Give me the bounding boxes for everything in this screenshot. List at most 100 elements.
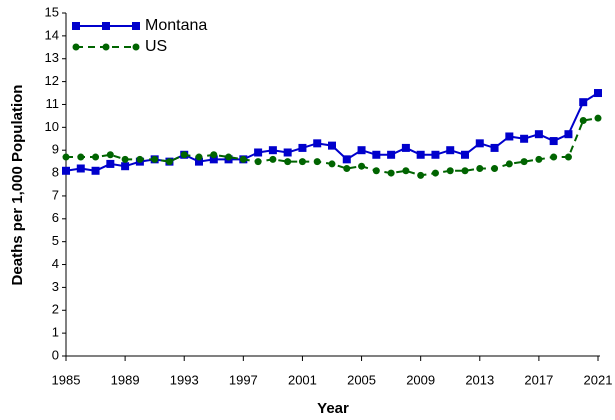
marker [564, 153, 572, 161]
marker [461, 150, 469, 159]
marker [313, 158, 321, 166]
marker [195, 157, 203, 166]
marker [62, 153, 70, 161]
marker [535, 155, 543, 163]
marker [209, 155, 218, 164]
x-tick-label: 1997 [229, 372, 258, 387]
marker [283, 148, 292, 157]
legend-marker [72, 22, 80, 30]
x-tick-label: 1985 [52, 372, 81, 387]
marker [505, 160, 513, 168]
marker [180, 151, 188, 159]
y-tick-label: 3 [52, 279, 59, 294]
marker [446, 167, 454, 175]
y-tick-label: 15 [45, 4, 59, 19]
marker [269, 155, 277, 163]
marker [431, 150, 440, 159]
marker [534, 130, 543, 139]
marker [210, 151, 218, 159]
x-tick-label: 2017 [524, 372, 553, 387]
marker [136, 155, 144, 163]
marker [239, 155, 247, 163]
marker [549, 137, 558, 146]
legend-label: US [145, 38, 167, 55]
y-tick-label: 14 [45, 27, 59, 42]
marker [254, 158, 262, 166]
marker [165, 158, 173, 166]
marker [357, 146, 366, 155]
marker [505, 132, 514, 141]
y-tick-label: 2 [52, 302, 59, 317]
marker [106, 151, 114, 159]
marker [461, 167, 469, 175]
marker [564, 130, 573, 139]
marker [401, 143, 410, 152]
marker [121, 155, 129, 163]
marker [298, 158, 306, 166]
y-tick-label: 9 [52, 142, 59, 157]
marker [594, 89, 602, 98]
marker [579, 116, 587, 124]
marker [313, 139, 322, 148]
marker [92, 153, 100, 161]
series-line [65, 92, 599, 172]
marker [151, 155, 159, 163]
x-tick-label: 2001 [288, 372, 317, 387]
marker [416, 150, 425, 159]
marker [254, 148, 263, 157]
legend-label: Montana [145, 17, 207, 34]
legend-marker [132, 22, 140, 30]
legend-marker [72, 43, 80, 51]
marker [372, 167, 380, 175]
marker [475, 139, 484, 148]
x-tick-label: 2021 [584, 372, 613, 387]
marker [328, 141, 336, 150]
marker [91, 166, 100, 175]
y-tick-label: 1 [52, 325, 59, 340]
y-tick-label: 8 [52, 165, 59, 180]
x-tick-label: 1993 [170, 372, 199, 387]
y-tick-label: 10 [45, 119, 59, 134]
marker [342, 155, 351, 164]
marker [579, 98, 588, 107]
marker [268, 146, 277, 155]
marker [298, 143, 307, 152]
marker [431, 169, 439, 177]
marker [106, 159, 115, 168]
y-tick-label: 13 [45, 50, 59, 65]
marker [77, 153, 85, 161]
y-tick-label: 11 [46, 96, 60, 111]
marker [328, 160, 336, 168]
marker [76, 164, 85, 173]
y-axis-title: Deaths per 1,000 Population [9, 85, 26, 286]
y-tick-label: 6 [52, 210, 59, 225]
legend-marker [132, 43, 140, 51]
x-tick-label: 2009 [406, 372, 435, 387]
marker [476, 164, 484, 172]
legend-marker [102, 43, 110, 51]
marker [358, 162, 366, 170]
y-tick-label: 7 [52, 187, 59, 202]
marker [343, 164, 351, 172]
marker [491, 164, 499, 172]
x-tick-label: 1989 [111, 372, 140, 387]
marker [387, 169, 395, 177]
y-tick-label: 0 [52, 347, 59, 362]
marker [195, 153, 203, 161]
marker [284, 158, 292, 166]
marker [446, 146, 455, 155]
marker [520, 158, 528, 166]
x-tick-label: 2005 [347, 372, 376, 387]
marker [225, 153, 233, 161]
marker [520, 134, 529, 143]
y-tick-label: 12 [45, 73, 59, 88]
marker [402, 167, 410, 175]
y-tick-label: 5 [52, 233, 59, 248]
x-axis-title: Year [317, 400, 349, 417]
marker [417, 171, 425, 179]
legend-marker [102, 22, 110, 30]
marker [372, 150, 381, 159]
marker [550, 153, 558, 161]
marker [490, 143, 499, 152]
